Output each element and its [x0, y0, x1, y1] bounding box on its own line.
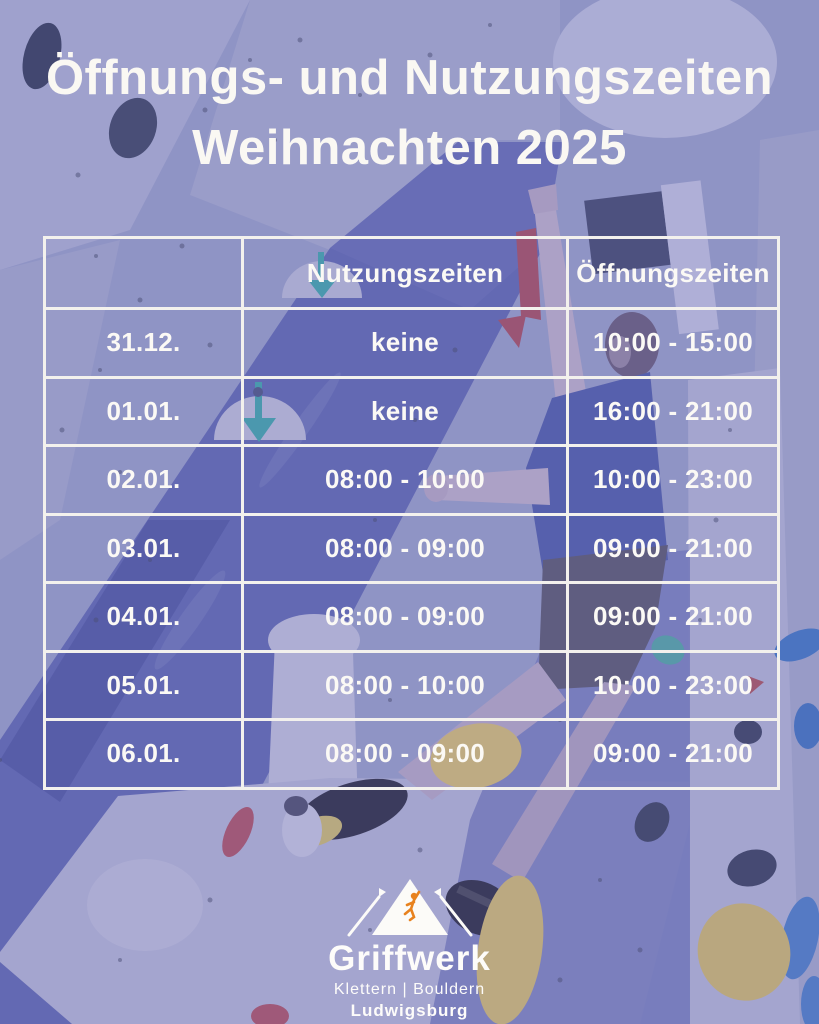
cell-oeffnungszeiten: 09:00 - 21:00 — [566, 512, 780, 584]
cell-date: 05.01. — [43, 649, 244, 721]
climber-icon — [403, 890, 420, 922]
schedule-row: 01.01. keine 16:00 - 21:00 — [43, 375, 780, 447]
schedule-row: 03.01. 08:00 - 09:00 09:00 - 21:00 — [43, 512, 780, 584]
cell-date: 03.01. — [43, 512, 244, 584]
cell-oeffnungszeiten: 10:00 - 23:00 — [566, 444, 780, 516]
header-oeffnungszeiten: Öffnungszeiten — [566, 236, 780, 310]
schedule-row: 04.01. 08:00 - 09:00 09:00 - 21:00 — [43, 581, 780, 653]
cell-date: 01.01. — [43, 375, 244, 447]
schedule-table: Nutzungszeiten Öffnungszeiten 31.12. kei… — [43, 236, 780, 790]
logo-tagline: Klettern | Bouldern — [333, 981, 486, 998]
logo-city: Ludwigsburg — [350, 1001, 469, 1020]
cell-oeffnungszeiten: 16:00 - 21:00 — [566, 375, 780, 447]
cell-oeffnungszeiten: 10:00 - 23:00 — [566, 649, 780, 721]
schedule-row: 05.01. 08:00 - 10:00 10:00 - 23:00 — [43, 649, 780, 721]
cell-oeffnungszeiten: 09:00 - 21:00 — [566, 718, 780, 790]
cell-nutzungszeiten: keine — [241, 375, 569, 447]
cell-nutzungszeiten: 08:00 - 09:00 — [241, 718, 569, 790]
cell-date: 31.12. — [43, 307, 244, 379]
cell-date: 02.01. — [43, 444, 244, 516]
header-nutzungszeiten: Nutzungszeiten — [241, 236, 569, 310]
schedule-row: 06.01. 08:00 - 09:00 09:00 - 21:00 — [43, 718, 780, 790]
cell-nutzungszeiten: 08:00 - 09:00 — [241, 512, 569, 584]
cell-nutzungszeiten: 08:00 - 09:00 — [241, 581, 569, 653]
mountain-logo-icon — [347, 879, 472, 937]
logo-name: Griffwerk — [328, 939, 491, 978]
cell-oeffnungszeiten: 10:00 - 15:00 — [566, 307, 780, 379]
schedule-row: 02.01. 08:00 - 10:00 10:00 - 23:00 — [43, 444, 780, 516]
header-date — [43, 236, 244, 310]
schedule-body: 31.12. keine 10:00 - 15:00 01.01. keine … — [43, 307, 780, 790]
schedule-header-row: Nutzungszeiten Öffnungszeiten — [43, 236, 780, 310]
schedule-row: 31.12. keine 10:00 - 15:00 — [43, 307, 780, 379]
logo-block: Griffwerk Klettern | Bouldern Ludwigsbur… — [0, 876, 819, 1019]
cell-nutzungszeiten: 08:00 - 10:00 — [241, 444, 569, 516]
title-line-2: Weihnachten 2025 — [192, 121, 627, 175]
cell-oeffnungszeiten: 09:00 - 21:00 — [566, 581, 780, 653]
title-line-1: Öffnungs- und Nutzungszeiten — [45, 51, 774, 105]
cell-nutzungszeiten: keine — [241, 307, 569, 379]
cell-date: 06.01. — [43, 718, 244, 790]
poster-title: Öffnungs- und Nutzungszeiten Weihnachten… — [0, 54, 819, 173]
cell-nutzungszeiten: 08:00 - 10:00 — [241, 649, 569, 721]
cell-date: 04.01. — [43, 581, 244, 653]
